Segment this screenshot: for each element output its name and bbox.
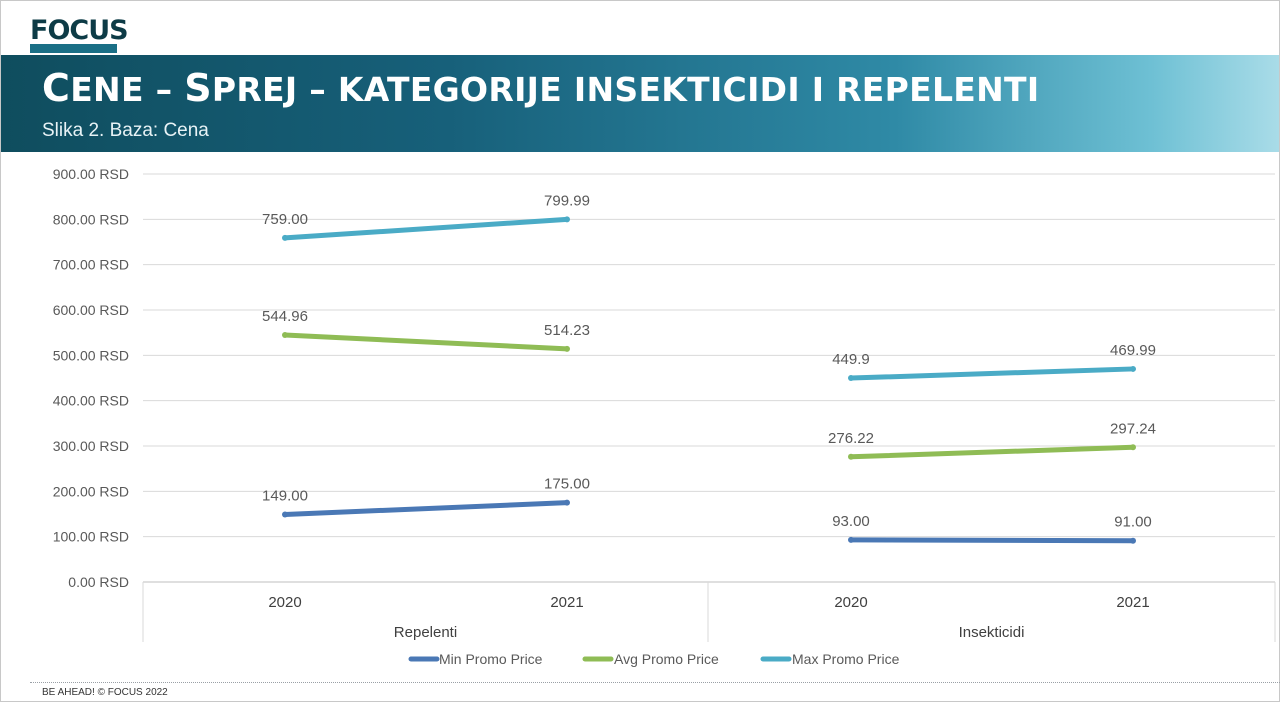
data-label: 759.00 — [262, 211, 308, 228]
focus-logo: FOCUS — [30, 15, 129, 46]
footer-divider — [30, 682, 1280, 683]
data-label: 449.9 — [832, 351, 870, 368]
max-promo-price-point — [282, 234, 288, 241]
min-promo-price-line — [282, 500, 570, 517]
min-promo-price-point — [848, 536, 854, 543]
data-label: 297.24 — [1110, 420, 1156, 437]
legend-label-min-promo-price: Min Promo Price — [439, 651, 543, 667]
min-promo-price-point — [1130, 537, 1136, 544]
max-promo-price-point — [848, 375, 854, 382]
x-tick-label: 2020 — [834, 594, 867, 611]
logo-underline-bar — [30, 44, 117, 53]
title-part-4: PREJ – KATEGORIJE INSEKTICIDI I REPELENT… — [211, 70, 1040, 109]
group-label: Repelenti — [394, 624, 457, 641]
title-part-3: S — [184, 66, 212, 110]
x-tick-label: 2021 — [550, 594, 583, 611]
y-tick-label: 500.00 RSD — [53, 347, 129, 363]
page-subtitle: Slika 2. Baza: Cena — [42, 120, 209, 141]
avg-promo-price-line — [848, 444, 1136, 460]
data-label: 175.00 — [544, 476, 590, 493]
y-tick-label: 400.00 RSD — [53, 393, 129, 409]
max-promo-price-point — [564, 216, 570, 223]
page-title: CENE – SPREJ – KATEGORIJE INSEKTICIDI I … — [42, 66, 1039, 110]
legend-label-max-promo-price: Max Promo Price — [792, 651, 900, 667]
y-tick-label: 200.00 RSD — [53, 483, 129, 499]
title-part-2: ENE – — [70, 70, 185, 109]
price-line-chart: 0.00 RSD 100.00 RSD 200.00 RSD 300.00 RSD 40… — [53, 166, 1276, 667]
x-tick-label: 2020 — [268, 594, 301, 611]
data-label: 799.99 — [544, 192, 590, 209]
min-promo-price-line — [848, 537, 1136, 544]
y-tick-label: 800.00 RSD — [53, 211, 129, 227]
data-label: 91.00 — [1114, 514, 1152, 531]
data-label: 93.00 — [832, 513, 870, 530]
data-label: 544.96 — [262, 308, 308, 325]
y-tick-label: 700.00 RSD — [53, 257, 129, 273]
avg-promo-price-point — [848, 453, 854, 460]
footer-text: BE AHEAD! © FOCUS 2022 — [42, 687, 168, 698]
min-promo-price-point — [282, 511, 288, 518]
data-label: 469.99 — [1110, 342, 1156, 359]
title-part-1: C — [42, 66, 71, 110]
y-tick-label: 0.00 RSD — [68, 574, 129, 590]
avg-promo-price-point — [1130, 444, 1136, 451]
avg-promo-price-point — [564, 345, 570, 352]
y-tick-label: 100.00 RSD — [53, 529, 129, 545]
avg-promo-price-point — [282, 331, 288, 338]
data-label: 149.00 — [262, 487, 308, 504]
avg-promo-price-line — [282, 332, 570, 352]
data-label: 276.22 — [828, 430, 874, 447]
x-tick-label: 2021 — [1116, 594, 1149, 611]
min-promo-price-point — [564, 499, 570, 506]
legend-label-avg-promo-price: Avg Promo Price — [614, 651, 719, 667]
y-tick-label: 300.00 RSD — [53, 438, 129, 454]
y-tick-label: 900.00 RSD — [53, 166, 129, 182]
data-label: 514.23 — [544, 322, 590, 339]
y-tick-label: 600.00 RSD — [53, 302, 129, 318]
title-banner — [1, 55, 1279, 152]
max-promo-price-line — [282, 216, 570, 241]
max-promo-price-line — [848, 366, 1136, 381]
max-promo-price-point — [1130, 365, 1136, 372]
group-label: Insekticidi — [959, 624, 1025, 641]
